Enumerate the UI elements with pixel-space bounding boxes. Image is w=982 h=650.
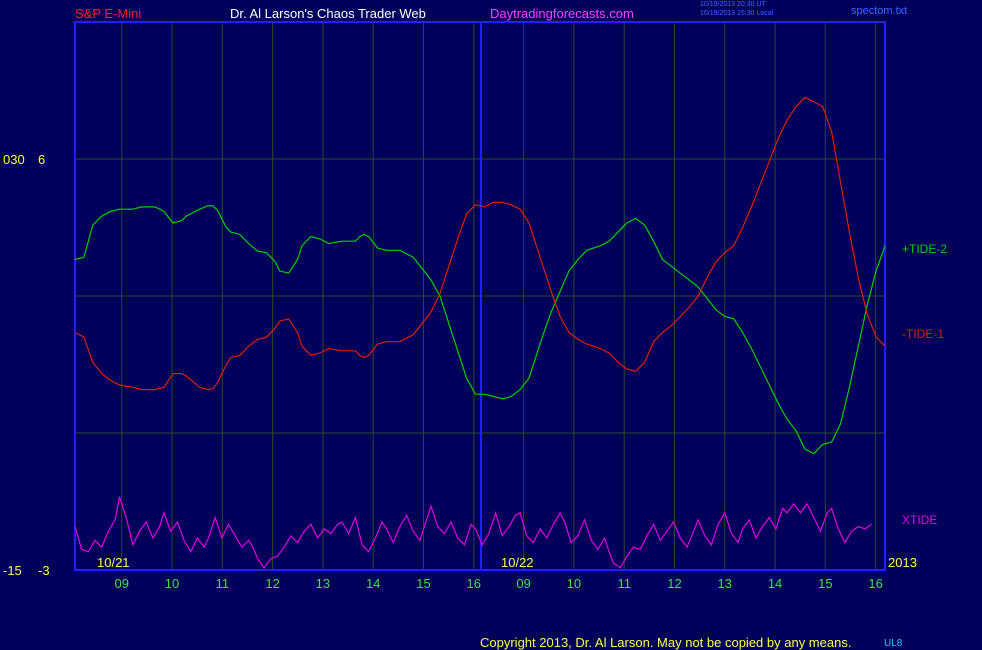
x-tick-label: 14 — [768, 576, 782, 591]
copyright-notice: Copyright 2013, Dr. Al Larson. May not b… — [480, 635, 852, 650]
footer-tag: UL8 — [884, 638, 903, 649]
site-url[interactable]: Daytradingforecasts.com — [490, 6, 634, 21]
chart-grid — [75, 22, 885, 570]
timestamp-local: 10/19/2013 15:30 Local — [700, 10, 774, 17]
y-outer-label: 030 — [3, 152, 25, 167]
x-date-label: 10/21 — [97, 555, 130, 570]
y-outer-label: -15 — [3, 563, 22, 578]
legend-label: +TIDE-2 — [902, 242, 947, 256]
file-name: spectom.txt — [851, 5, 908, 17]
x-tick-label: 11 — [617, 576, 631, 591]
x-tick-label: 16 — [868, 576, 882, 591]
series-line-tide-1 — [74, 96, 886, 391]
series-line-xtide — [74, 496, 872, 569]
legend-label: -TIDE-1 — [902, 327, 944, 341]
x-tick-label: 10 — [165, 576, 179, 591]
x-tick-label: 13 — [718, 576, 732, 591]
x-tick-label: 12 — [265, 576, 279, 591]
series-line-tide-2 — [74, 204, 886, 455]
x-tick-label: 11 — [216, 576, 230, 591]
x-tick-label: 12 — [667, 576, 681, 591]
x-date-label: 10/22 — [501, 555, 534, 570]
x-tick-label: 16 — [467, 576, 481, 591]
year-label: 2013 — [888, 555, 917, 570]
y-inner-label: 6 — [38, 152, 45, 167]
x-tick-label: 14 — [366, 576, 380, 591]
series-layer — [74, 96, 886, 569]
x-tick-label: 15 — [818, 576, 832, 591]
legend-label: XTIDE — [902, 513, 937, 527]
site-title: Dr. Al Larson's Chaos Trader Web — [230, 6, 426, 21]
symbol-title: S&P E-Mini — [75, 6, 142, 21]
x-tick-label: 09 — [516, 576, 530, 591]
labels-layer: +TIDE-2 -TIDE-1 XTIDE 09 10 11 12 13 14 15 16 09 10 1… — [3, 152, 947, 591]
x-tick-label: 09 — [114, 576, 128, 591]
timestamp-ut: 10/19/2013 20:30 UT — [700, 1, 766, 8]
x-tick-label: 15 — [416, 576, 430, 591]
x-tick-label: 13 — [316, 576, 330, 591]
x-tick-label: 10 — [567, 576, 581, 591]
y-inner-label: -3 — [38, 563, 50, 578]
